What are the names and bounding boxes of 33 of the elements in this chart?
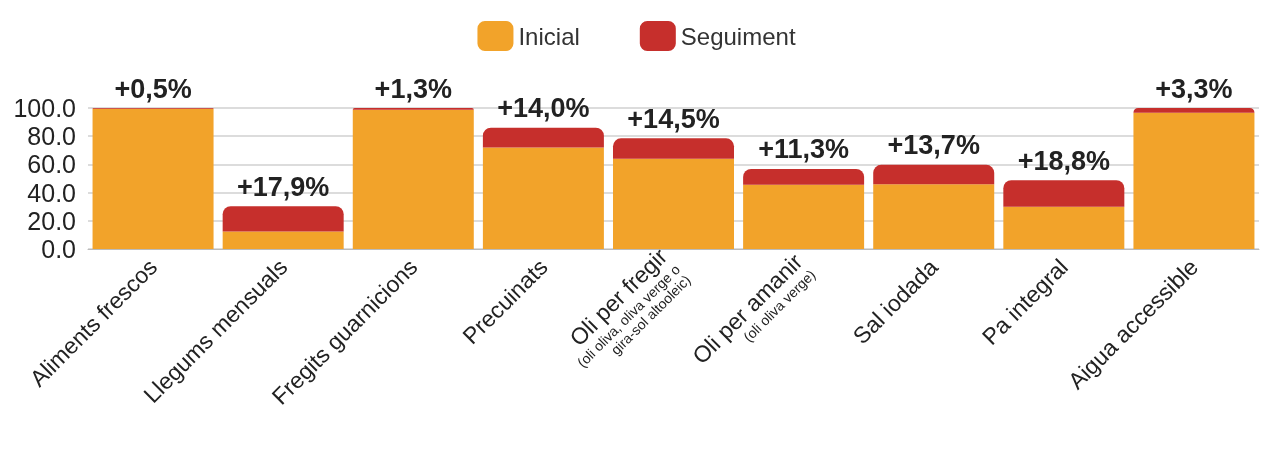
y-tick-label: 100.0 [13, 94, 76, 122]
bar [482, 127, 604, 148]
y-tick-label: 80.0 [27, 122, 76, 151]
bar [873, 164, 995, 185]
bar [482, 147, 604, 249]
data-label: +13,7% [887, 130, 980, 161]
bar [92, 108, 214, 249]
bar [743, 168, 865, 185]
bar [613, 158, 734, 249]
bar [1003, 206, 1125, 249]
bar [613, 138, 734, 159]
data-label: +11,3% [758, 134, 850, 165]
data-label: +17,9% [237, 171, 330, 202]
y-tick-label: 20.0 [27, 206, 76, 235]
bar [1133, 112, 1255, 249]
bar [1133, 108, 1255, 113]
bar [873, 184, 995, 249]
bar [352, 109, 474, 249]
y-tick-label: 40.0 [27, 178, 76, 207]
data-label: +1,3% [374, 73, 452, 104]
y-tick-label: 60.0 [27, 150, 76, 179]
bar [743, 184, 865, 249]
bar [222, 231, 344, 249]
bar [1003, 180, 1125, 207]
data-label: +14,5% [627, 103, 720, 134]
data-label: +14,0% [497, 93, 590, 124]
legend-label: Seguiment [680, 22, 796, 50]
y-tick-label: 0.0 [41, 235, 76, 263]
data-label: +3,3% [1155, 73, 1233, 104]
data-label: +18,8% [1017, 145, 1110, 176]
legend-label: Inicial [518, 22, 580, 50]
bar [222, 206, 344, 232]
data-label: +0,5% [114, 73, 192, 104]
